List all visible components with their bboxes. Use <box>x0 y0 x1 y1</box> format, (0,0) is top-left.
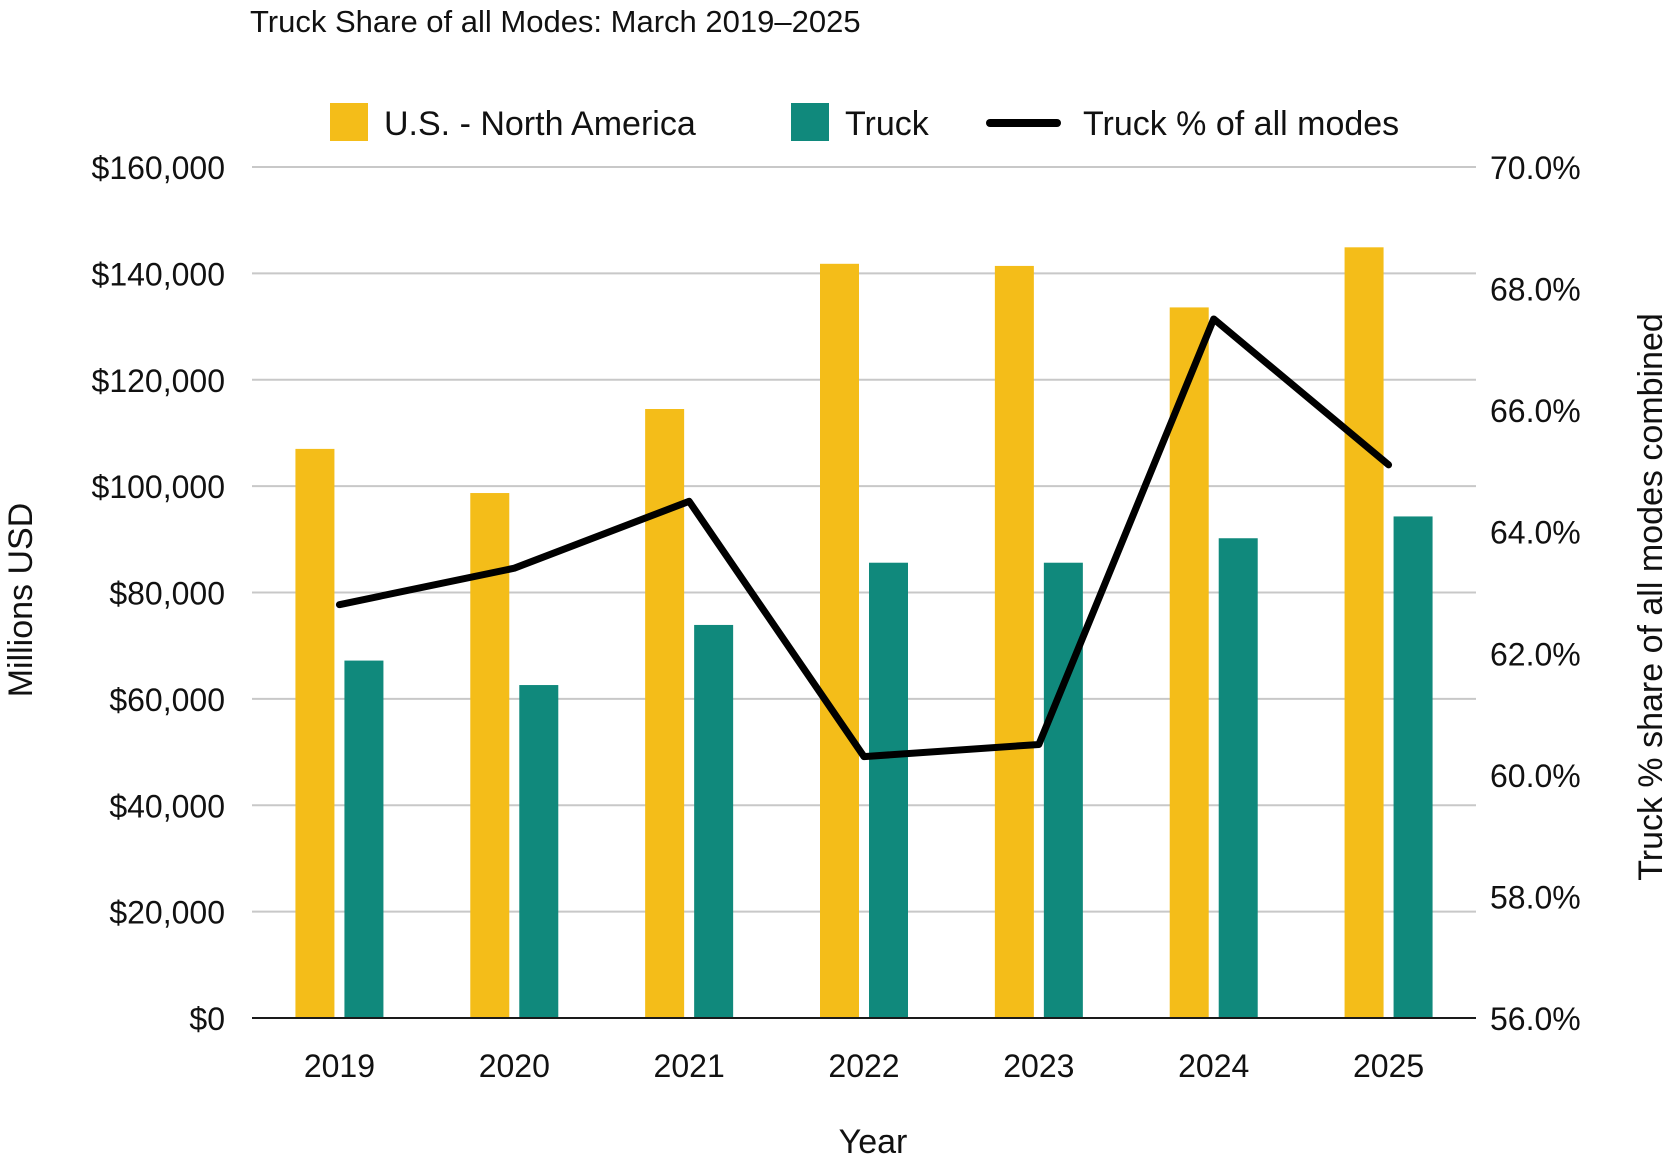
bar-us-north-america <box>820 263 859 1018</box>
bar-truck <box>1043 562 1083 1018</box>
y-tick-label: $160,000 <box>92 150 225 186</box>
x-tick-label: 2022 <box>828 1048 899 1084</box>
legend-label: Truck <box>845 105 930 143</box>
x-tick-label: 2023 <box>1003 1048 1074 1084</box>
bar-us-north-america <box>994 265 1034 1019</box>
legend-swatch <box>330 103 368 141</box>
legend: U.S. - North America Truck Truck % of all … <box>330 103 1399 143</box>
x-tick-label: 2025 <box>1353 1048 1424 1084</box>
y2-tick-label: 68.0% <box>1490 272 1581 308</box>
axes: $0 $20,000 $40,000 $60,000 $80,000 $100,000 $1… <box>92 150 1581 1084</box>
y2-tick-label: 58.0% <box>1490 879 1581 915</box>
x-tick-label: 2021 <box>654 1048 725 1084</box>
bar-us-north-america <box>295 448 335 1018</box>
bar-truck <box>1218 538 1258 1018</box>
y2-tick-label: 64.0% <box>1490 515 1581 551</box>
y2-axis-title: Truck % share of all modes combined <box>1632 313 1670 881</box>
bar-us-north-america <box>645 409 685 1018</box>
y-tick-label: $20,000 <box>109 895 225 931</box>
legend-label: U.S. - North America <box>384 105 696 143</box>
y-tick-label: $140,000 <box>92 256 225 292</box>
bar-us-north-america <box>1344 247 1384 1019</box>
gridlines <box>252 166 1476 913</box>
y-tick-label: $80,000 <box>109 576 225 612</box>
bars <box>295 247 1433 1019</box>
bar-truck <box>344 660 384 1018</box>
y-tick-label: $60,000 <box>109 682 225 718</box>
y-tick-label: $0 <box>189 1001 225 1037</box>
y2-tick-label: 62.0% <box>1490 636 1581 672</box>
y-tick-label: $40,000 <box>109 788 225 824</box>
bar-truck <box>1393 516 1433 1018</box>
y-tick-label: $120,000 <box>92 363 225 399</box>
legend-swatch <box>791 103 829 141</box>
y2-tick-label: 60.0% <box>1490 758 1581 794</box>
bar-truck <box>869 562 908 1018</box>
x-axis-title: Year <box>839 1123 908 1161</box>
bar-truck <box>694 624 734 1018</box>
x-tick-label: 2020 <box>479 1048 550 1084</box>
bar-us-north-america <box>1169 307 1209 1018</box>
x-tick-label: 2024 <box>1178 1048 1249 1084</box>
bar-truck <box>519 685 559 1018</box>
line-series <box>335 315 1393 761</box>
y-tick-label: $100,000 <box>92 469 225 505</box>
y-axis-title: Millions USD <box>2 503 40 698</box>
y2-tick-label: 56.0% <box>1490 1001 1581 1037</box>
y2-tick-label: 66.0% <box>1490 393 1581 429</box>
legend-label: Truck % of all modes <box>1083 105 1399 143</box>
bar-us-north-america <box>470 493 510 1018</box>
chart-title: Truck Share of all Modes: March 2019–202… <box>250 4 861 39</box>
x-tick-label: 2019 <box>304 1048 375 1084</box>
y2-tick-label: 70.0% <box>1490 150 1581 186</box>
